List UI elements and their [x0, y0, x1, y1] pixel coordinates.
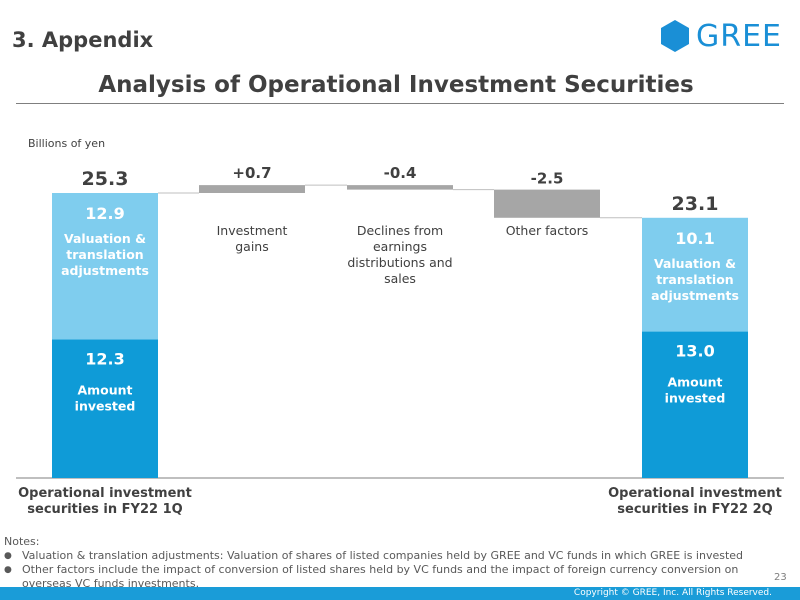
change-category-label: Other factors: [506, 223, 589, 238]
note-text: Valuation & translation adjustments: Val…: [22, 549, 744, 562]
change-category-label: Investment: [217, 223, 288, 238]
change-bar: [199, 185, 305, 193]
start-amount-invested-bar: [52, 339, 158, 478]
bullet-icon: ●: [4, 565, 12, 575]
end-amount-value-label: 13.0: [675, 342, 714, 361]
start-category-label: Operational investment: [18, 486, 192, 501]
end-category-label: Operational investment: [608, 486, 782, 501]
footer-bar: Copyright © GREE, Inc. All Rights Reserv…: [0, 587, 800, 600]
end-valuation-value-label: 10.1: [675, 229, 714, 248]
page-number: 23: [774, 572, 787, 583]
hexagon-logo-icon: [661, 20, 689, 52]
start-valuation-series-label: translation: [66, 247, 143, 262]
copyright: Copyright © GREE, Inc. All Rights Reserv…: [573, 588, 772, 598]
notes-heading: Notes:: [4, 535, 40, 548]
note-item: ● Other factors include the impact of co…: [4, 563, 774, 591]
notes: Notes: ● Valuation & translation adjustm…: [4, 535, 774, 591]
start-amount-series-label: invested: [75, 398, 136, 413]
gree-logo: GREE: [660, 18, 782, 54]
change-category-label: earnings: [373, 239, 427, 254]
end-amount-series-label: invested: [665, 391, 726, 406]
change-bar: [494, 189, 600, 218]
end-amount-series-label: Amount: [667, 375, 722, 390]
end-amount-invested-bar: [642, 331, 748, 478]
note-item: ● Valuation & translation adjustments: V…: [4, 549, 774, 563]
logo-text: GREE: [696, 18, 783, 54]
title-divider: [16, 103, 784, 104]
change-value-label: -0.4: [384, 164, 417, 182]
change-category-label: gains: [235, 239, 269, 254]
end-total-label: 23.1: [672, 193, 719, 215]
end-category-label: securities in FY22 2Q: [617, 502, 772, 517]
end-valuation-series-label: Valuation &: [654, 256, 736, 271]
section-title: 3. Appendix: [12, 28, 154, 52]
end-valuation-series-label: translation: [656, 272, 733, 287]
start-total-label: 25.3: [82, 168, 129, 190]
start-valuation-bar: [52, 193, 158, 340]
start-amount-series-label: Amount: [77, 382, 132, 397]
start-amount-value-label: 12.3: [85, 349, 124, 368]
unit-label: Billions of yen: [28, 137, 106, 150]
change-value-label: +0.7: [232, 164, 271, 182]
change-category-label: sales: [384, 271, 416, 286]
end-valuation-series-label: adjustments: [651, 288, 739, 303]
start-valuation-series-label: Valuation &: [64, 231, 146, 246]
start-category-label: securities in FY22 1Q: [27, 502, 182, 517]
change-bar: [347, 185, 453, 190]
change-category-label: Declines from: [357, 223, 443, 238]
change-value-label: -2.5: [531, 170, 564, 188]
start-valuation-series-label: adjustments: [61, 263, 149, 278]
bullet-icon: ●: [4, 551, 12, 561]
end-valuation-bar: [642, 217, 748, 332]
start-valuation-value-label: 12.9: [85, 204, 124, 223]
page-title: Analysis of Operational Investment Secur…: [98, 72, 694, 98]
change-category-label: distributions and: [347, 255, 452, 270]
note-text: Other factors include the impact of conv…: [22, 563, 739, 590]
